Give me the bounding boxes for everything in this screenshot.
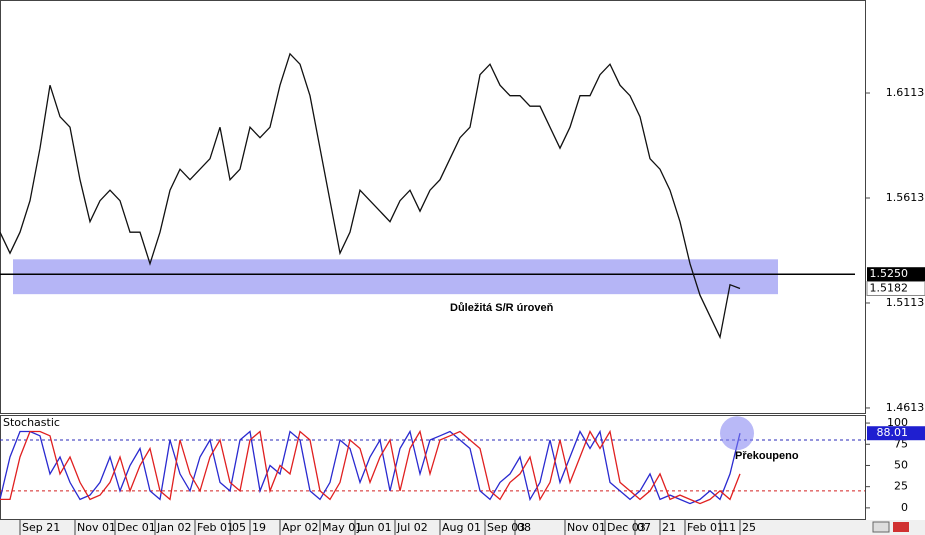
- x-tick-label: 05: [232, 521, 246, 534]
- x-tick-label: Nov 01: [77, 521, 116, 534]
- y-tick-label: 25: [894, 480, 908, 493]
- price-frame: [0, 0, 866, 414]
- y-tick-label: 1.5613: [886, 191, 925, 204]
- x-tick-label: 11: [722, 521, 736, 534]
- stoch-frame: [0, 415, 866, 520]
- x-tick-label: Feb 01: [197, 521, 234, 534]
- x-tick-label: Dec 03: [607, 521, 646, 534]
- x-tick-label: Jan 02: [156, 521, 191, 534]
- y-tick-label: 1.6113: [886, 86, 925, 99]
- y-tick-label: 50: [894, 458, 908, 471]
- x-tick-label: May 01: [322, 521, 362, 534]
- x-tick-label: 21: [662, 521, 676, 534]
- x-tick-label: Jul 02: [396, 521, 428, 534]
- x-tick-label: 19: [252, 521, 266, 534]
- y-tick-label: 100: [887, 416, 908, 429]
- x-tick-label: Nov 01: [567, 521, 606, 534]
- x-tick-label: 25: [742, 521, 756, 534]
- series-line: [0, 429, 741, 505]
- x-tick-label: Sep 21: [22, 521, 60, 534]
- sr-label: 1.5250: [870, 267, 909, 280]
- button-icon[interactable]: [872, 521, 890, 533]
- x-tick-label: 07: [637, 521, 651, 534]
- x-tick-label: 08: [517, 521, 531, 534]
- x-tick-label: Sep 03: [487, 521, 525, 534]
- button-icon[interactable]: [893, 522, 909, 532]
- x-tick-label: Jun 01: [356, 521, 392, 534]
- series-line: [0, 429, 741, 505]
- y-tick-label: 75: [894, 437, 908, 450]
- x-tick-label: Apr 02: [282, 521, 319, 534]
- annotation: Překoupeno: [735, 450, 799, 462]
- x-tick-label: Aug 01: [442, 521, 481, 534]
- x-tick-label: Dec 01: [117, 521, 156, 534]
- y-tick-label: 1.5113: [886, 296, 925, 309]
- series-line: [0, 52, 741, 340]
- last-price-box: [866, 280, 925, 296]
- y-tick-label: 1.4613: [886, 401, 925, 414]
- last-price-label: 1.5182: [870, 281, 909, 294]
- last-value-label: 88.01: [877, 426, 909, 439]
- x-tick-label: Feb 01: [687, 521, 724, 534]
- y-tick-label: 0: [901, 501, 908, 514]
- overbought-marker: [720, 416, 754, 451]
- last-value-box: [867, 426, 925, 441]
- annotation: Důležitá S/R úroveň: [450, 302, 554, 314]
- x-axis-strip: [0, 520, 925, 535]
- sr-label-box: [867, 267, 925, 282]
- sr-zone: [13, 259, 778, 295]
- panel-title: Stochastic: [3, 416, 60, 429]
